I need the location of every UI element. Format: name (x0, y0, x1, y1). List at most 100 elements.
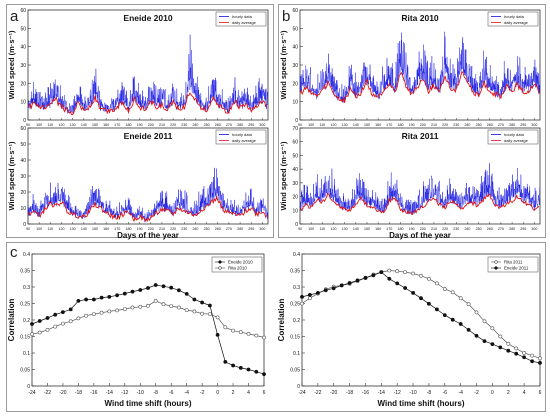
y-tick-label: 40 (20, 45, 26, 51)
y-tick-label: 40 (292, 167, 298, 173)
y-axis-label: Wind speed (m·s⁻¹) (279, 30, 288, 99)
y-tick-label: 60 (292, 8, 298, 14)
x-tick-label: 220 (170, 123, 176, 127)
x-tick-label: 220 (170, 227, 176, 231)
data-point (92, 297, 96, 302)
y-tick-label: 0.2 (293, 318, 300, 324)
data-point (53, 324, 58, 329)
y-tick-label: 60 (20, 8, 26, 14)
x-tick-label: 120 (330, 227, 336, 231)
y-tick-label: 50 (292, 26, 298, 32)
data-point (192, 309, 197, 314)
data-point (466, 327, 471, 332)
legend-hourly-label: hourly data (232, 14, 253, 19)
x-tick-label: 280 (509, 227, 515, 231)
y-tick-label: 10 (292, 100, 298, 106)
x-tick-label: 150 (364, 123, 370, 127)
y-tick-label: 30 (20, 174, 26, 180)
x-tick-label: 180 (397, 227, 403, 231)
x-tick-label: -12 (394, 390, 401, 396)
x-tick-label: 110 (319, 227, 325, 231)
x-tick-label: 190 (137, 227, 143, 231)
y-tick-label: 0 (23, 222, 26, 228)
x-tick-label: 240 (464, 227, 470, 231)
x-tick-label: 210 (159, 227, 165, 231)
x-tick-label: 230 (181, 227, 187, 231)
x-tick-label: 240 (192, 123, 198, 127)
x-tick-label: 290 (248, 227, 254, 231)
data-point (122, 291, 127, 296)
x-tick-label: 210 (431, 123, 437, 127)
data-point (200, 300, 205, 305)
y-tick-label: 60 (292, 140, 298, 146)
x-tick-label: 250 (204, 123, 210, 127)
y-tick-label: 20 (20, 81, 26, 87)
y-tick-label: 30 (20, 63, 26, 69)
y-tick-label: 0 (295, 118, 298, 124)
data-point (538, 356, 542, 361)
x-tick-label: 170 (386, 227, 392, 231)
data-point (262, 335, 266, 340)
x-tick-label: 230 (181, 123, 187, 127)
x-tick-label: 200 (148, 227, 154, 231)
panel-title: Eneide 2010 (123, 13, 172, 23)
y-tick-label: 0.25 (20, 302, 30, 308)
x-tick-label: 110 (319, 123, 325, 127)
data-point (254, 333, 259, 338)
x-axis-label: Days of the year (389, 231, 451, 240)
x-tick-label: -2 (474, 390, 479, 396)
data-point (130, 289, 135, 294)
y-tick-label: 50 (20, 26, 26, 32)
x-tick-label: 6 (539, 390, 542, 396)
x-tick-label: -6 (443, 390, 448, 396)
x-tick-label: 100 (36, 227, 42, 231)
x-tick-label: 150 (92, 123, 98, 127)
x-tick-label: 300 (531, 123, 537, 127)
data-point (246, 367, 251, 372)
data-point (315, 290, 320, 295)
x-tick-label: -16 (362, 390, 369, 396)
x-tick-label: 230 (453, 227, 459, 231)
x-tick-label: -18 (75, 390, 82, 396)
y-tick-label: 0.4 (23, 252, 30, 258)
legend-hourly-label: hourly data (504, 14, 525, 19)
y-tick-label: 0.25 (290, 302, 300, 308)
y-tick-label: 10 (20, 206, 26, 212)
x-tick-label: 200 (420, 123, 426, 127)
x-tick-label: 140 (81, 227, 87, 231)
x-axis-label: Days of the year (117, 231, 179, 240)
data-point (92, 312, 96, 317)
data-point (498, 334, 503, 339)
data-point (530, 353, 535, 358)
data-point (153, 283, 158, 287)
data-point (207, 303, 212, 308)
y-axis-label: Wind speed (m·s⁻¹) (7, 30, 16, 99)
data-point (192, 297, 197, 302)
x-tick-label: 220 (442, 227, 448, 231)
y-tick-label: 0.35 (290, 269, 300, 275)
data-point (215, 315, 220, 320)
x-tick-label: 290 (520, 227, 526, 231)
y-axis-label: Correlation (7, 299, 16, 342)
data-point (307, 292, 312, 297)
y-tick-label: 40 (20, 158, 26, 164)
x-tick-label: 260 (487, 227, 493, 231)
x-tick-label: 170 (114, 227, 120, 231)
legend-swatch-marker (494, 260, 498, 264)
panel-title: Rita 2011 (402, 131, 439, 141)
data-point (403, 286, 408, 290)
daily-average-line (299, 192, 540, 215)
data-point (419, 296, 423, 301)
y-tick-label: 50 (20, 142, 26, 148)
y-tick-label: 0.4 (293, 252, 300, 258)
x-tick-label: -4 (458, 390, 463, 396)
y-tick-label: 20 (292, 195, 298, 201)
x-tick-label: 110 (47, 227, 53, 231)
x-tick-label: 160 (103, 123, 109, 127)
legend-label: Eneide 2011 (504, 266, 529, 271)
data-point (138, 304, 143, 309)
x-tick-label: 260 (215, 227, 221, 231)
x-tick-label: 0 (216, 390, 219, 396)
data-point (482, 319, 487, 324)
